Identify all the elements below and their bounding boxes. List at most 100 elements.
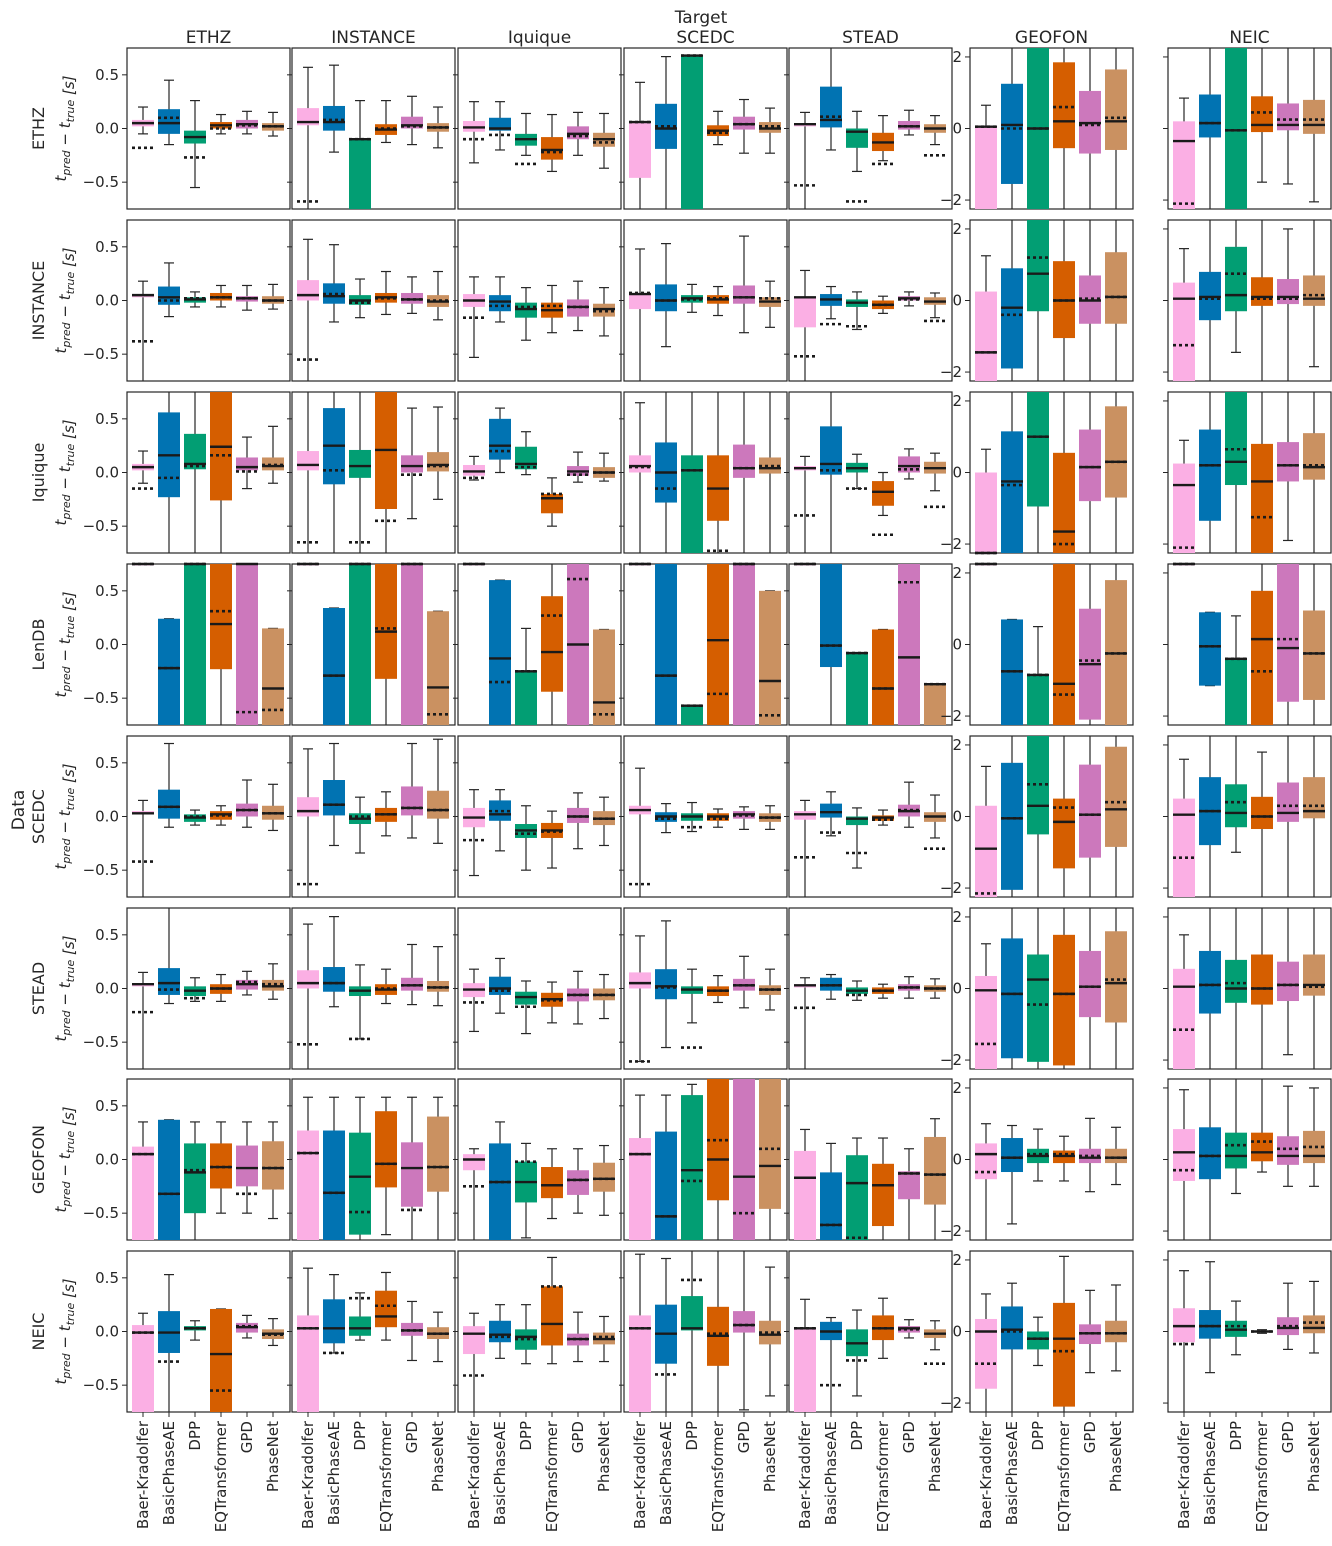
box-gpd bbox=[898, 291, 920, 307]
iqr-box bbox=[489, 580, 511, 725]
iqr-box bbox=[489, 800, 511, 821]
box-baer-kradolfer bbox=[297, 392, 319, 553]
panel-geofon-instance bbox=[287, 1078, 456, 1241]
y-tick-label: 2 bbox=[952, 564, 962, 582]
panel-neic-neic bbox=[1163, 1250, 1332, 1413]
box-dpp bbox=[681, 801, 703, 833]
box-dpp bbox=[1225, 392, 1247, 553]
box-gpd bbox=[1079, 564, 1101, 725]
panel-lendb-instance bbox=[287, 562, 456, 726]
box-basicphaseae bbox=[820, 973, 842, 1000]
iqr-box bbox=[236, 1145, 258, 1187]
y-tick-label: 0.5 bbox=[95, 1269, 119, 1287]
box-baer-kradolfer bbox=[629, 562, 651, 566]
iqr-box bbox=[975, 472, 997, 553]
iqr-box bbox=[924, 1136, 946, 1205]
x-tick-label-basicphaseae: BasicPhaseAE bbox=[1201, 1421, 1219, 1525]
iqr-box bbox=[184, 1143, 206, 1214]
iqr-box bbox=[1199, 429, 1221, 521]
x-tick-label-eqtransformer: EQTransformer bbox=[212, 1420, 230, 1532]
box-gpd bbox=[1277, 228, 1299, 381]
x-tick-label-eqtransformer: EQTransformer bbox=[377, 1420, 395, 1532]
x-tick-label-gpd: GPD bbox=[735, 1421, 753, 1453]
box-eqtransformer bbox=[210, 284, 232, 308]
y-tick-label: 0.5 bbox=[95, 582, 119, 600]
box-dpp bbox=[184, 392, 206, 553]
box-baer-kradolfer bbox=[629, 81, 651, 209]
box-eqtransformer bbox=[1053, 908, 1075, 1069]
iqr-box bbox=[655, 103, 677, 149]
box-baer-kradolfer bbox=[629, 767, 651, 897]
iqr-box bbox=[975, 805, 997, 897]
iqr-box bbox=[898, 564, 920, 725]
y-tick-label: 2 bbox=[952, 1079, 962, 1097]
box-phasenet bbox=[1303, 908, 1325, 1069]
box-baer-kradolfer bbox=[463, 101, 485, 164]
iqr-box bbox=[158, 286, 180, 305]
iqr-box bbox=[655, 564, 677, 725]
row-ylabel-formula: tpred − ttrue [s] bbox=[52, 247, 78, 353]
panel-geofon-stead bbox=[784, 1078, 953, 1241]
box-eqtransformer bbox=[375, 392, 397, 553]
column-title-iquique: Iquique bbox=[508, 28, 571, 48]
box-eqtransformer bbox=[872, 1137, 894, 1240]
box-gpd bbox=[898, 448, 920, 480]
box-baer-kradolfer bbox=[794, 1128, 816, 1240]
box-phasenet bbox=[1303, 392, 1325, 553]
box-basicphaseae bbox=[655, 1094, 677, 1240]
iqr-box bbox=[1053, 564, 1075, 725]
x-tick-label-gpd: GPD bbox=[900, 1421, 918, 1453]
box-baer-kradolfer bbox=[1173, 97, 1195, 209]
iqr-box bbox=[1173, 968, 1195, 1069]
iqr-box bbox=[349, 139, 371, 209]
box-dpp bbox=[515, 431, 537, 476]
box-dpp bbox=[184, 809, 206, 826]
x-tick-label-phasenet: PhaseNet bbox=[1305, 1421, 1323, 1492]
box-basicphaseae bbox=[1001, 48, 1023, 209]
row-ylabel-formula: tpred − ttrue [s] bbox=[52, 75, 78, 181]
box-eqtransformer bbox=[210, 1121, 232, 1214]
iqr-box bbox=[489, 1320, 511, 1343]
panel-frame bbox=[457, 1250, 622, 1413]
box-dpp bbox=[184, 1320, 206, 1341]
box-basicphaseae bbox=[158, 908, 180, 1005]
box-dpp bbox=[1225, 220, 1247, 353]
iqr-box bbox=[1199, 1310, 1221, 1339]
panel-stead-instance bbox=[287, 907, 456, 1070]
iqr-box bbox=[898, 1171, 920, 1200]
panel-scedc-geofon: 2 0 −2 bbox=[940, 735, 1134, 898]
box-gpd bbox=[401, 95, 423, 146]
box-dpp bbox=[681, 1083, 703, 1240]
row-ylabel-formula: tpred − ttrue [s] bbox=[52, 591, 78, 697]
y-tick-label: 0.0 bbox=[95, 808, 119, 826]
iqr-box bbox=[593, 629, 615, 725]
box-dpp bbox=[1027, 736, 1049, 897]
box-baer-kradolfer bbox=[297, 748, 319, 897]
y-tick-label: −0.5 bbox=[83, 1376, 119, 1394]
iqr-box bbox=[681, 1296, 703, 1331]
y-tick-label: 2 bbox=[952, 1251, 962, 1269]
iqr-box bbox=[1053, 934, 1075, 1066]
box-gpd bbox=[898, 976, 920, 999]
box-phasenet bbox=[262, 1318, 284, 1347]
box-eqtransformer bbox=[872, 809, 894, 826]
iqr-box bbox=[262, 1141, 284, 1190]
box-baer-kradolfer bbox=[629, 402, 651, 553]
box-basicphaseae bbox=[158, 1274, 180, 1412]
box-phasenet bbox=[1303, 564, 1325, 725]
iqr-box bbox=[794, 297, 816, 328]
box-basicphaseae bbox=[158, 262, 180, 318]
box-phasenet bbox=[262, 783, 284, 832]
box-gpd bbox=[1277, 1085, 1299, 1187]
box-gpd bbox=[733, 235, 755, 334]
box-phasenet bbox=[593, 452, 615, 482]
box-basicphaseae bbox=[323, 742, 345, 847]
box-basicphaseae bbox=[655, 920, 677, 1049]
iqr-box bbox=[1027, 736, 1049, 835]
panel-instance-scedc bbox=[619, 219, 788, 382]
iqr-box bbox=[1277, 1317, 1299, 1336]
y-tick-label: 0.5 bbox=[95, 1097, 119, 1115]
box-baer-kradolfer bbox=[629, 935, 651, 1063]
iqr-box bbox=[846, 816, 868, 826]
iqr-box bbox=[210, 1308, 232, 1412]
